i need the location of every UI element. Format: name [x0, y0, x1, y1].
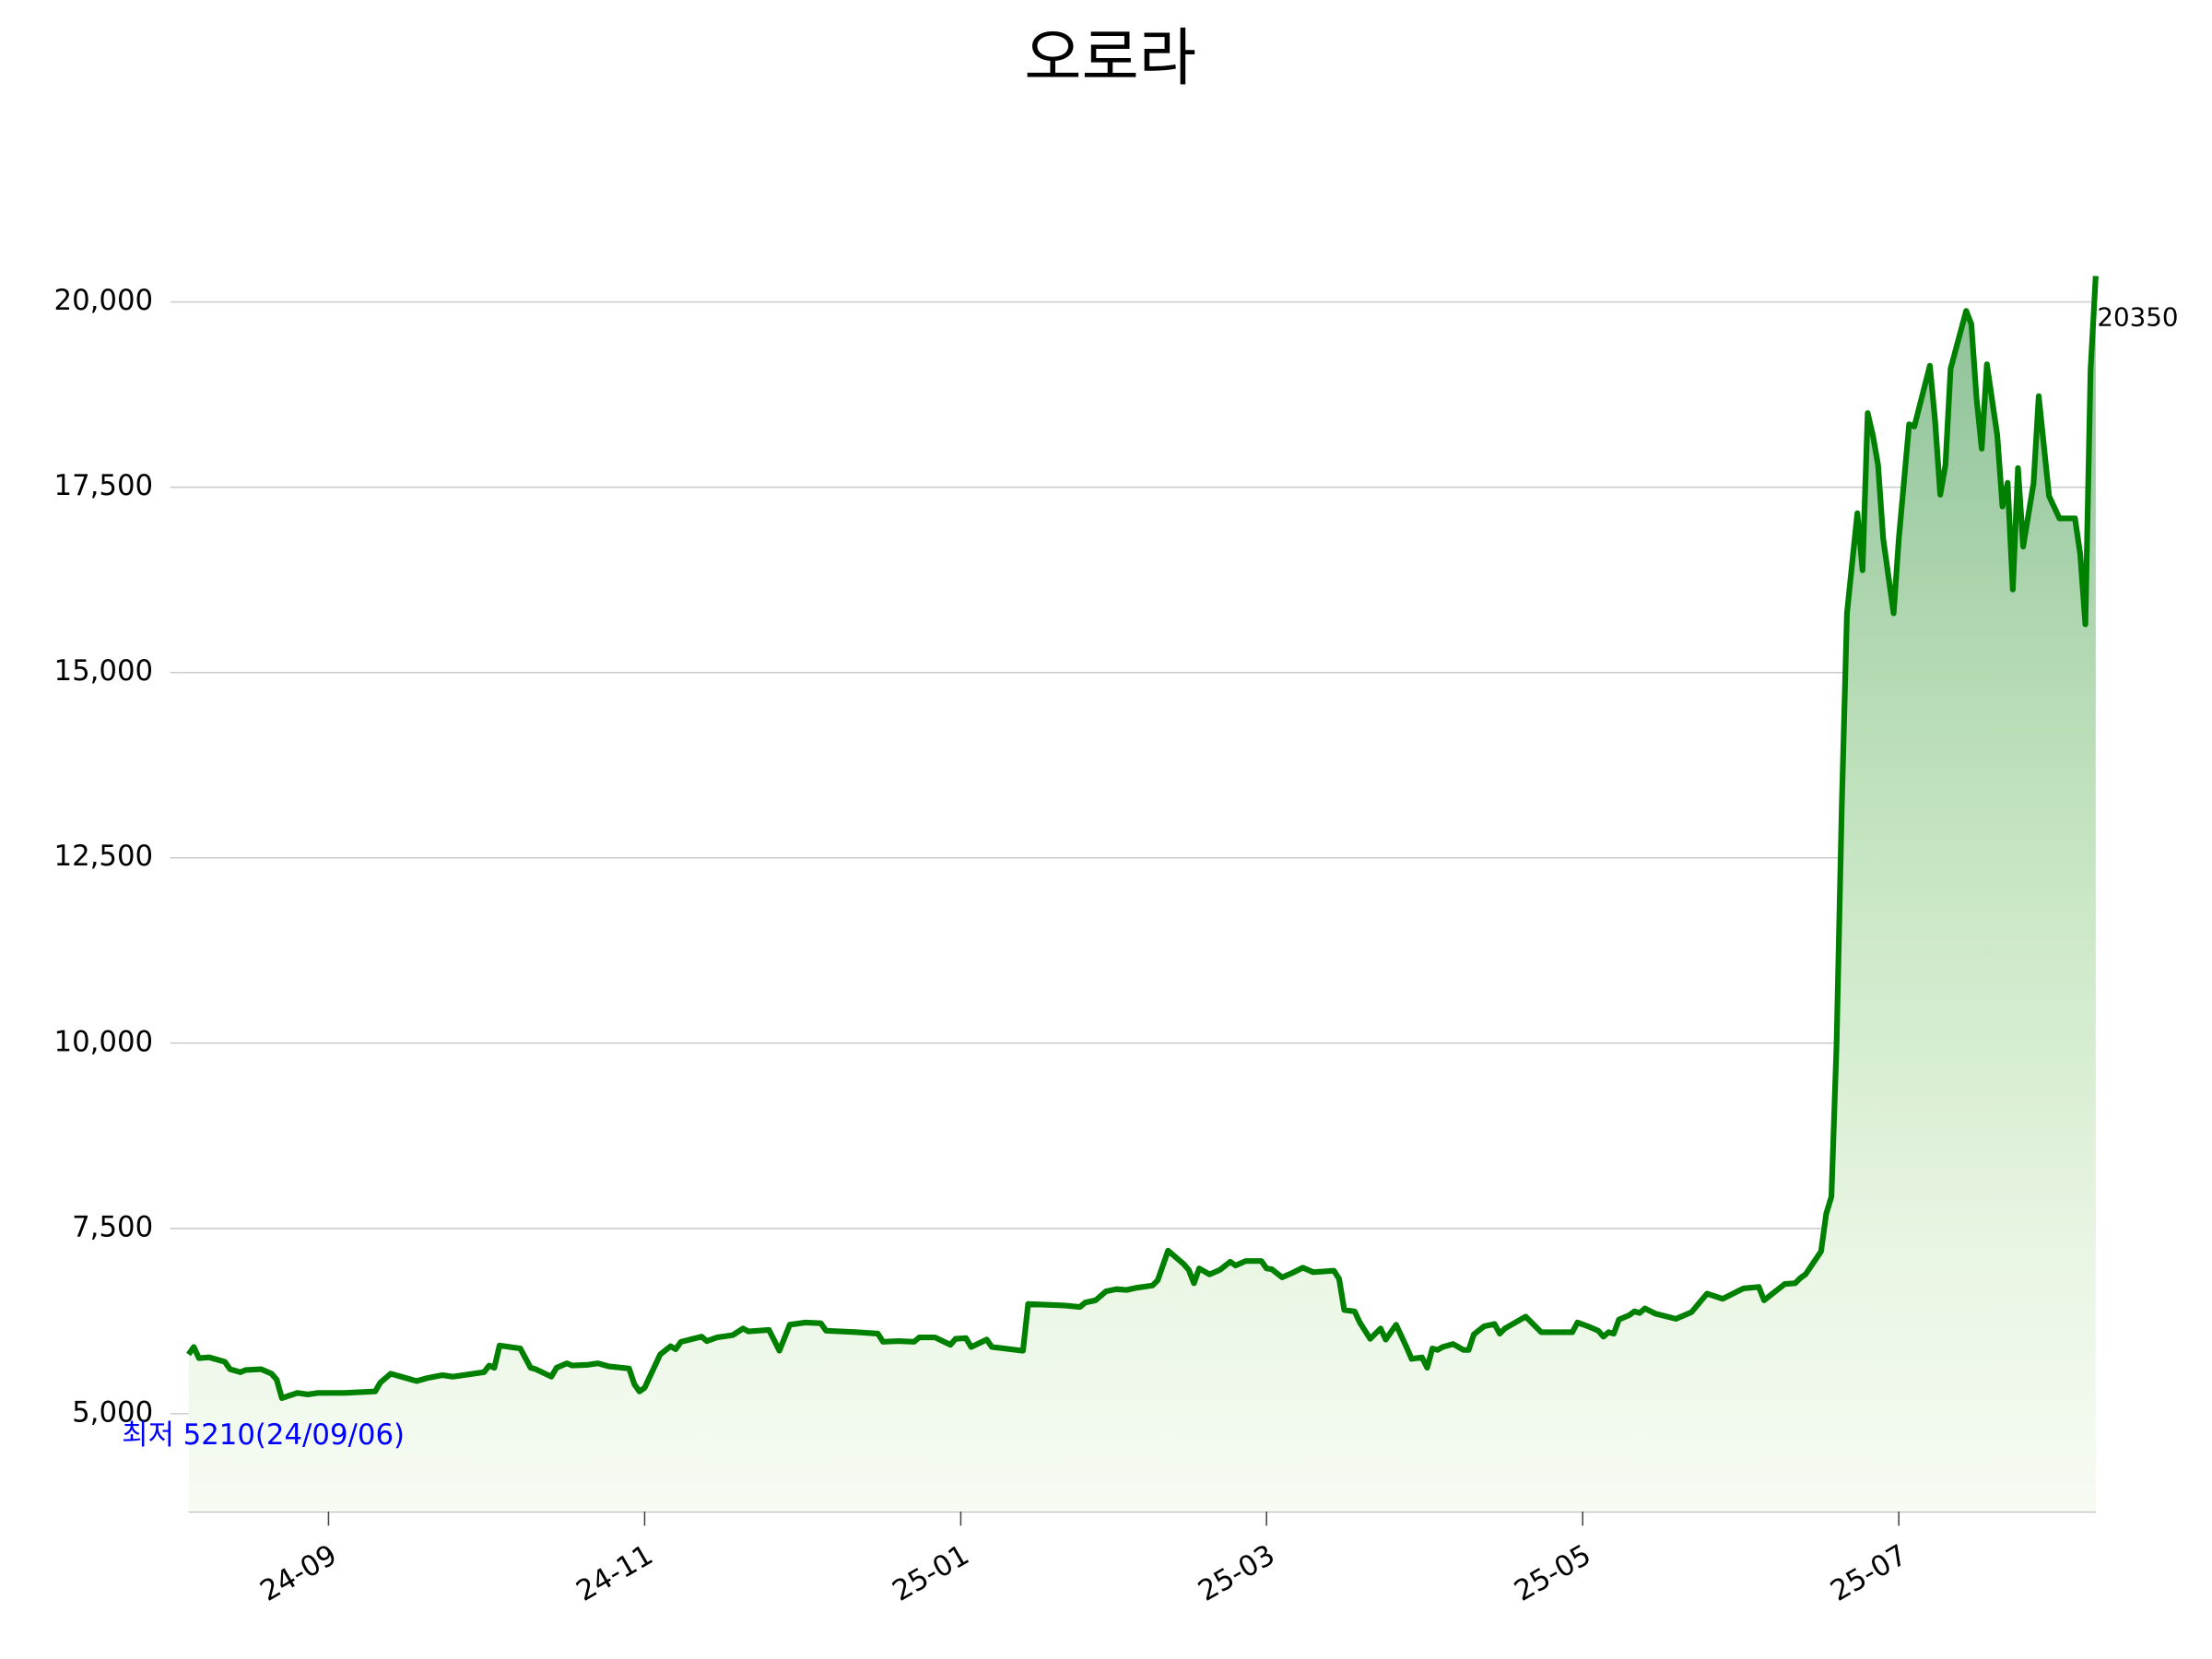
y-tick-label: 15,000: [54, 654, 154, 688]
x-tick-label: 25-05: [1509, 1538, 1596, 1608]
y-tick-label: 7,500: [72, 1210, 153, 1243]
min-annotation: 최저 5210(24/09/06): [122, 1418, 405, 1452]
x-tick-label: 25-03: [1193, 1538, 1280, 1608]
y-tick-label: 12,500: [54, 840, 154, 873]
area-fill: [188, 276, 2096, 1512]
x-tick-label: 25-07: [1825, 1538, 1912, 1608]
last-value-label: 20350: [2097, 302, 2178, 333]
price-line: [186, 276, 2099, 1402]
y-tick-label: 5,000: [72, 1395, 153, 1429]
x-tick-label: 25-01: [887, 1538, 974, 1608]
chart-title: 오로라: [1024, 21, 1196, 94]
y-tick-label: 17,500: [54, 469, 154, 502]
y-tick-label: 20,000: [54, 284, 154, 317]
x-tick-label: 24-09: [254, 1538, 342, 1608]
y-tick-label: 10,000: [54, 1025, 154, 1058]
x-tick-label: 24-11: [571, 1538, 658, 1608]
